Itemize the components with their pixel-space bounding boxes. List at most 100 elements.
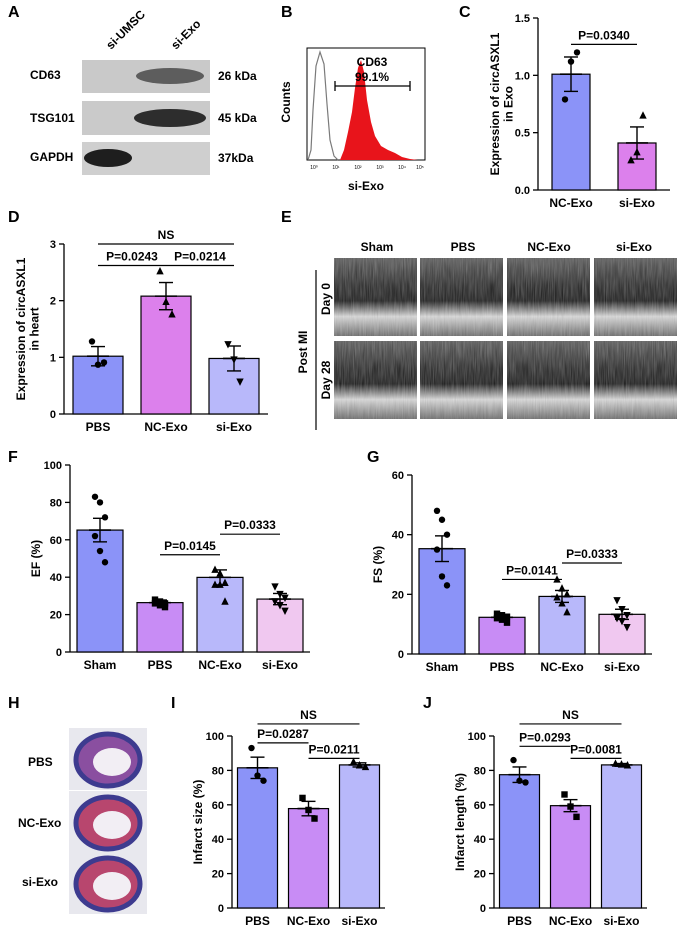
blot-protein-tsg101: TSG101: [30, 111, 75, 125]
ytick-label-g-0: 0: [398, 649, 404, 661]
ylabel-g: FS (%): [371, 546, 385, 583]
sig-label-c-0: P=0.0340: [578, 28, 630, 42]
point-f-sham-2: [101, 514, 109, 521]
ytick-label-j-0: 0: [480, 903, 486, 915]
point-g-pbs-1: [498, 612, 506, 619]
point-g-nc-exo-4: [558, 599, 566, 607]
point-f-si-exo-0: [271, 583, 279, 591]
sig-label-j-1: P=0.0081: [570, 742, 622, 756]
sig-label-j-0: P=0.0293: [519, 730, 571, 744]
xtick-label-j-si-exo: si-Exo: [603, 914, 639, 928]
echo-group-si-exo: si-Exo: [616, 240, 652, 254]
xtick-label-f-si-exo: si-Exo: [262, 658, 298, 672]
point-g-nc-exo-1: [558, 584, 566, 592]
flow-histogram-si-exo: [340, 60, 418, 160]
flow-xtick-0: 10⁰: [310, 165, 318, 171]
sig-label-i-0: P=0.0287: [257, 727, 309, 741]
lane-label-si-exo: si-Exo: [168, 17, 203, 52]
point-i-si-exo-2: [361, 762, 370, 771]
echo-texture-3-0: [594, 258, 677, 336]
xtick-label-g-sham: Sham: [426, 660, 459, 674]
sig-label-g-0: P=0.0141: [506, 563, 558, 577]
xtick-label-j-pbs: PBS: [507, 914, 532, 928]
bar-i-nc-exo: [287, 807, 330, 909]
bar-c-nc-exo: [551, 73, 591, 191]
point-j-nc-exo-1: [567, 803, 574, 810]
ytick-label-f-3: 60: [50, 535, 62, 547]
blot-band-cd63-si-exo: [136, 68, 204, 84]
ytick-label-g-2: 40: [392, 530, 404, 542]
blot-size-cd63: 26 kDa: [218, 69, 257, 83]
ytick-label-i-0: 0: [218, 903, 224, 915]
point-f-si-exo-4: [276, 602, 284, 610]
point-c-nc-exo-0: [561, 96, 569, 103]
ytick-label-d-2: 2: [50, 296, 56, 308]
ytick-label-i-3: 60: [212, 800, 224, 812]
xtick-label-d-nc-exo: NC-Exo: [144, 420, 187, 434]
point-f-sham-1: [96, 499, 104, 506]
point-j-si-exo-2: [623, 761, 632, 769]
panel-h: H PBS NC-Exo si-Exo: [8, 695, 147, 914]
point-c-si-exo-1: [633, 147, 641, 156]
xtick-label-c-si-exo: si-Exo: [619, 196, 655, 210]
point-g-si-exo-2: [623, 612, 631, 620]
point-i-nc-exo-1: [305, 806, 312, 814]
ytick-label-f-1: 20: [50, 610, 62, 622]
point-i-si-exo-0: [349, 757, 358, 765]
point-f-si-exo-3: [271, 598, 279, 606]
lane-label-si-umsc: si-UMSC: [103, 7, 148, 52]
sig-label-i-1: P=0.0211: [308, 742, 359, 756]
point-f-pbs-2: [161, 600, 169, 607]
echo-post-mi-label: Post MI: [296, 331, 310, 374]
ytick-label-j-4: 80: [474, 765, 486, 777]
point-f-nc-exo-1: [216, 569, 224, 577]
point-g-sham-5: [443, 582, 451, 589]
histo-label-si-exo: si-Exo: [22, 875, 58, 889]
ytick-label-g-3: 60: [392, 470, 404, 482]
sig-label-d-1: P=0.0214: [174, 250, 226, 264]
point-f-nc-exo-5: [221, 597, 229, 605]
bar-f-nc-exo: [196, 576, 244, 653]
sig-label-g-1: P=0.0333: [566, 547, 618, 561]
ytick-label-d-1: 1: [50, 352, 56, 364]
point-j-si-exo-0: [611, 759, 620, 767]
point-g-sham-2: [443, 531, 451, 538]
echo-time-day28: Day 28: [319, 360, 333, 399]
point-g-si-exo-0: [613, 597, 621, 605]
point-f-si-exo-5: [281, 607, 289, 616]
point-j-nc-exo-2: [573, 813, 580, 821]
point-i-nc-exo-2: [311, 815, 318, 822]
point-f-pbs-3: [151, 600, 159, 607]
ytick-label-j-2: 40: [474, 834, 486, 846]
echo-texture-2-1: [507, 341, 590, 419]
point-i-pbs-1: [254, 772, 261, 779]
point-i-nc-exo-0: [299, 794, 306, 802]
point-f-pbs-4: [156, 602, 164, 609]
point-d-nc-exo-1: [162, 297, 170, 305]
point-f-nc-exo-4: [216, 580, 224, 588]
xtick-label-i-si-exo: si-Exo: [341, 914, 377, 928]
point-f-nc-exo-3: [211, 580, 219, 588]
panel-b: B Counts CD63 99.1% 10⁰ 10¹ 10² 10³ 10⁴ …: [279, 4, 426, 193]
echo-texture-2-0: [507, 258, 590, 336]
chart-i: I 0 20 40 60 80 100 Infarct size (%) PBS NC-Exo si…: [171, 695, 385, 928]
point-f-pbs-5: [161, 603, 169, 611]
point-c-si-exo-2: [639, 111, 647, 119]
flow-xtick-1: 10¹: [332, 165, 340, 171]
xtick-label-g-pbs: PBS: [490, 660, 515, 674]
point-g-pbs-5: [503, 619, 511, 626]
ytick-label-c-1: 0.5: [515, 128, 530, 140]
ytick-label-i-1: 20: [212, 869, 224, 881]
xtick-label-j-nc-exo: NC-Exo: [549, 914, 592, 928]
ytick-label-g-1: 20: [392, 589, 404, 601]
point-f-sham-4: [96, 547, 104, 555]
bar-j-si-exo: [600, 764, 643, 909]
flow-marker-label: CD63: [357, 55, 388, 69]
ytick-label-i-2: 40: [212, 834, 224, 846]
bar-j-nc-exo: [549, 805, 592, 909]
panel-label-h: H: [8, 695, 20, 712]
ylabel-line2-c: in Exo: [502, 86, 516, 122]
sig-label-f-1: P=0.0333: [224, 518, 276, 532]
point-g-si-exo-3: [613, 615, 621, 623]
point-f-si-exo-1: [276, 590, 284, 599]
